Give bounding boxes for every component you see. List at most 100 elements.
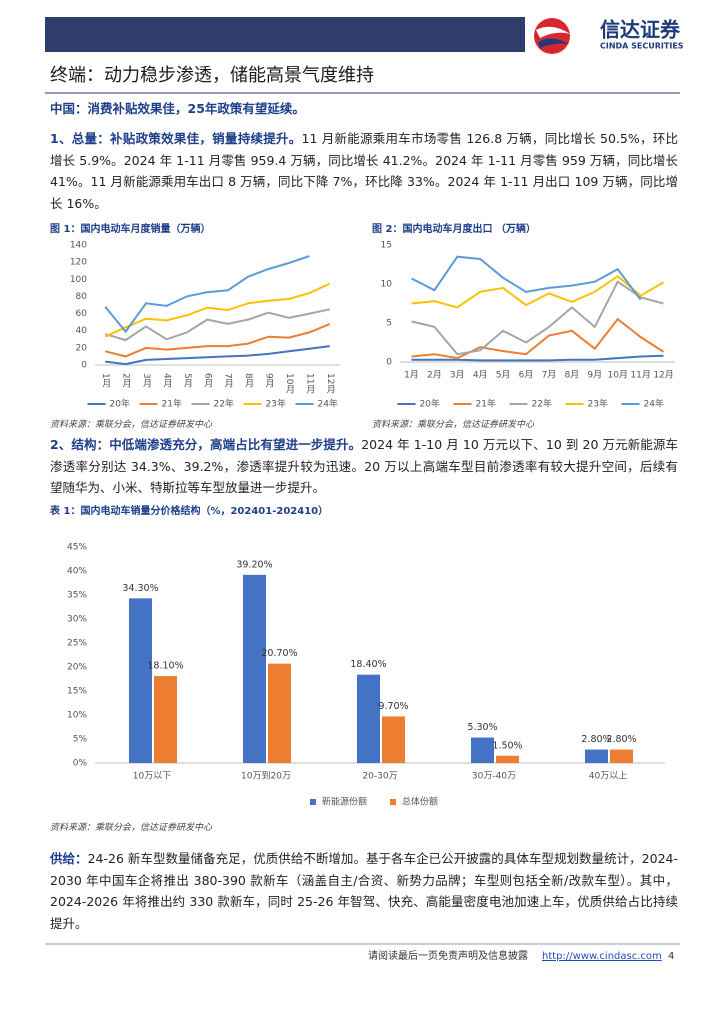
lead: 1、总量：补贴政策效果佳，销量持续提升。 (50, 131, 302, 146)
paragraph: 供给：24-26 新车型数量储备充足，优质供给不断增加。基于各车企已公开披露的具… (50, 848, 678, 934)
value-label: 2.80% (581, 734, 611, 745)
bar (382, 716, 405, 763)
paragraph: 2、结构：中低端渗透充分，高端占比有望进一步提升。2024 年 1-10 月 1… (50, 434, 678, 499)
bar (357, 674, 380, 763)
legend-label: 23年 (588, 398, 608, 410)
line-series (411, 354, 664, 362)
logo-swirl (538, 38, 569, 48)
line-series (104, 282, 331, 338)
y-tick-label: 100 (70, 275, 87, 285)
chart: 0 20 40 60 80 100 120 140 1月 2月 3月 4月 5月 6月 7月 8月 9月 10月 1… (70, 241, 340, 410)
y-tick-label: 45% (67, 543, 87, 553)
x-tick-label: 11月 (630, 370, 650, 381)
legend-swatch (310, 799, 316, 805)
y-tick-label: 5% (73, 735, 88, 745)
x-tick-label: 4月 (473, 370, 488, 381)
y-tick-label: 80 (76, 292, 88, 302)
y-tick-label: 60 (76, 309, 88, 319)
x-tick-label: 6月 (202, 373, 213, 389)
value-label: 34.30% (122, 583, 158, 594)
value-label: 5.30% (467, 722, 497, 733)
x-tick-label: 10万到20万 (241, 770, 291, 782)
bar (129, 598, 152, 763)
x-tick-label: 3月 (450, 370, 465, 381)
y-tick-label: 0% (73, 759, 88, 769)
lead: 2、结构：中低端渗透充分，高端占比有望进一步提升。 (50, 437, 362, 452)
bar (243, 574, 266, 763)
x-tick-label: 5月 (496, 370, 511, 381)
y-tick-label: 10% (67, 711, 87, 721)
legend-label: 20年 (110, 398, 130, 410)
text: 24-26 新车型数量储备充足，优质供给不断增加。基于各车企已公开披露的具体车型… (50, 851, 678, 931)
x-tick-label: 12月 (325, 373, 336, 394)
x-tick-label: 9月 (264, 373, 275, 389)
y-tick-label: 20% (67, 663, 87, 673)
legend-label: 新能源份额 (322, 796, 367, 808)
x-tick-label: 7月 (542, 370, 557, 381)
logo-subtext: CINDA SECURITIES (600, 42, 684, 51)
bar (154, 676, 177, 763)
source: 资料来源：乘联分会，信达证券研发中心 (50, 823, 213, 833)
x-tick-label: 7月 (223, 373, 234, 389)
y-tick-label: 35% (67, 591, 87, 601)
line-series (104, 322, 331, 358)
y-tick-label: 15 (381, 241, 392, 251)
chart: 0 5 10 15 1月 2月 3月 4月 5月 6月 7月 8月 9月 10月 11月 12月 20年 21年 2… (381, 241, 675, 410)
value-label: 18.40% (350, 659, 386, 670)
legend-label: 24年 (318, 398, 338, 410)
bar (471, 737, 494, 763)
y-tick-label: 15% (67, 687, 87, 697)
x-tick-label: 30万-40万 (472, 772, 516, 782)
x-tick-label: 2月 (121, 373, 132, 389)
x-tick-label: 10月 (607, 370, 627, 381)
x-tick-label: 12月 (653, 370, 673, 381)
x-tick-label: 8月 (243, 373, 254, 389)
bar (610, 749, 633, 763)
x-tick-label: 3月 (141, 373, 152, 389)
x-tick-label: 9月 (587, 370, 602, 381)
source: 资料来源：乘联分会，信达证券研发中心 (50, 420, 213, 430)
legend-label: 20年 (420, 398, 440, 410)
subhead: 中国：消费补贴效果佳，25年政策有望延续。 (50, 98, 678, 120)
line-series (411, 274, 665, 309)
lead: 供给： (50, 851, 88, 866)
x-tick-label: 4月 (161, 373, 172, 389)
header-bar (45, 17, 525, 52)
value-label: 9.70% (378, 701, 408, 712)
line-series (105, 345, 330, 366)
line-series (411, 280, 664, 356)
logo-text: 信达证券 (600, 18, 681, 42)
y-tick-label: 0 (386, 358, 392, 368)
y-tick-label: 40% (67, 567, 87, 577)
legend-label: 总体份额 (402, 796, 438, 808)
y-tick-label: 120 (70, 258, 87, 268)
y-tick-label: 10 (381, 280, 393, 290)
line-series (104, 255, 310, 334)
legend-label: 23年 (266, 398, 286, 410)
y-tick-label: 25% (67, 639, 87, 649)
y-tick-label: 0 (81, 361, 87, 371)
legend-label: 24年 (644, 398, 664, 410)
legend-label: 21年 (476, 398, 496, 410)
x-tick-label: 11月 (304, 373, 315, 394)
chart: 0% 5% 10% 15% 20% 25% 30% 35% 40% 45% 10万以下 10万到20万… (67, 543, 665, 808)
x-tick-label: 6月 (519, 370, 534, 381)
page-number: 4 (668, 951, 674, 962)
url[interactable]: http://www.cindasc.com (542, 951, 662, 962)
x-tick-label: 10月 (284, 373, 295, 394)
subhead-text: 中国：消费补贴效果佳，25年政策有望延续。 (50, 101, 305, 116)
bar (496, 755, 519, 763)
bar (585, 749, 608, 763)
disclaimer: 请阅读最后一页免责声明及信息披露 (368, 949, 528, 962)
x-tick-label: 10万以下 (133, 772, 171, 782)
value-label: 39.20% (236, 559, 272, 570)
legend-label: 22年 (214, 398, 234, 410)
value-label: 20.70% (261, 648, 297, 659)
footer: 请阅读最后一页免责声明及信息披露 http://www.cindasc.com … (45, 943, 680, 962)
logo-swirl (536, 26, 570, 38)
value-label: 18.10% (147, 661, 183, 672)
x-tick-label: 2月 (427, 370, 442, 381)
legend-label: 22年 (532, 398, 552, 410)
text: 11 月新能源乘用车市场零售 126.8 万辆，同比增长 50.5%，环比增长 … (50, 131, 679, 211)
